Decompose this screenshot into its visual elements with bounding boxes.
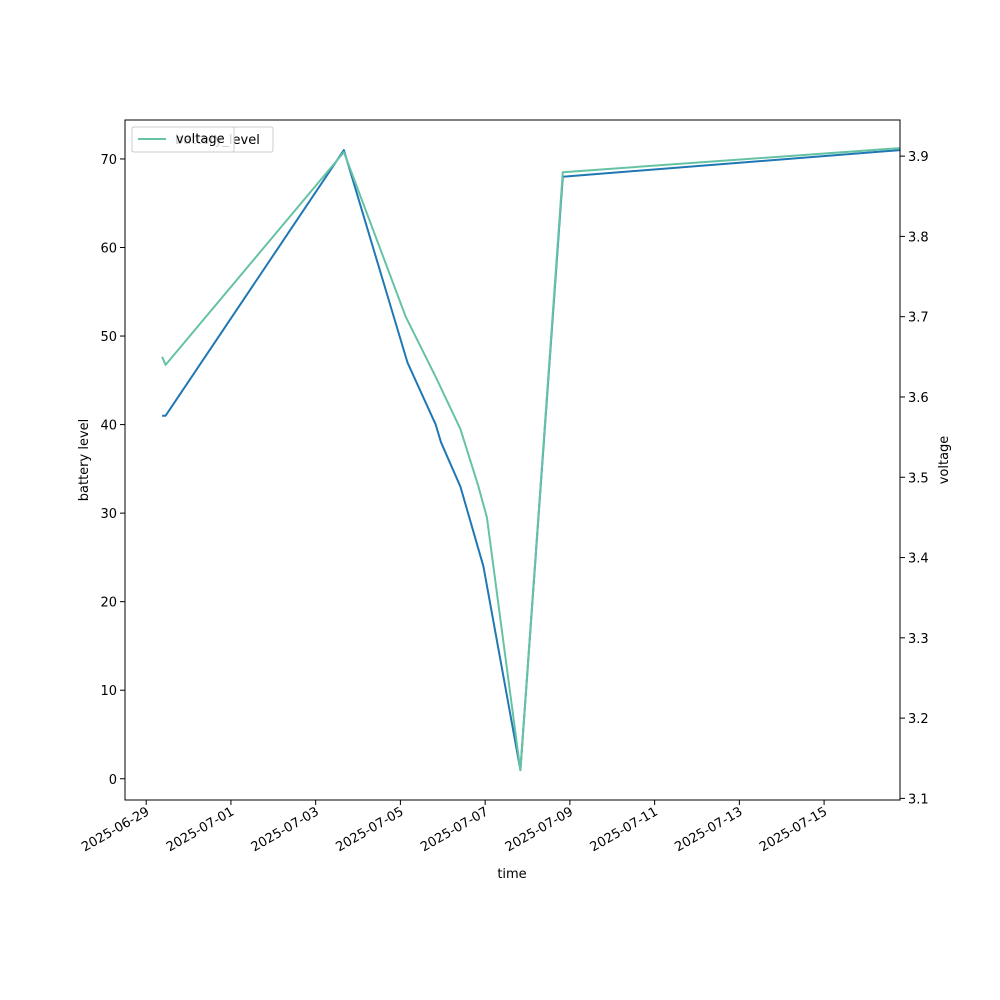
- y2-tick-label: 3.8: [908, 230, 929, 245]
- y-tick-label: 0: [109, 773, 117, 788]
- x-tick-label: 2025-07-15: [757, 804, 830, 855]
- legend-label-voltage: voltage: [176, 132, 225, 147]
- x-tick-label: 2025-07-11: [588, 804, 661, 855]
- y-tick-label: 60: [100, 242, 117, 257]
- y2-axis-label: voltage: [937, 436, 952, 485]
- plot-frame: [124, 119, 901, 801]
- legend: battery_level voltage: [131, 126, 274, 153]
- y-tick-label: 30: [100, 507, 117, 522]
- y2-tick-label: 3.5: [908, 471, 929, 486]
- y2-tick-label: 3.4: [908, 552, 929, 567]
- y-axis-ticks: 0 10 20 30 40 50 60 70: [100, 153, 125, 788]
- y-tick-label: 70: [100, 153, 117, 168]
- x-tick-label: 2025-07-13: [672, 804, 745, 855]
- x-tick-label: 2025-06-29: [79, 804, 152, 855]
- x-tick-label: 2025-07-05: [333, 804, 406, 855]
- series-line-voltage: [161, 147, 901, 772]
- x-axis-ticks: 2025-06-29 2025-07-01 2025-07-03 2025-07-05…: [79, 800, 830, 855]
- y-tick-label: 50: [100, 330, 117, 345]
- y2-tick-label: 3.9: [908, 150, 929, 165]
- legend-box-front: [131, 126, 235, 153]
- y2-tick-label: 3.7: [908, 311, 929, 326]
- y-tick-label: 40: [100, 419, 117, 434]
- x-axis-label: time: [497, 867, 526, 882]
- y-tick-label: 10: [100, 684, 117, 699]
- y-tick-label: 20: [100, 596, 117, 611]
- y2-axis-ticks: 3.1 3.2 3.3 3.4 3.5 3.6 3.7 3.8 3.9: [900, 150, 929, 807]
- y2-tick-label: 3.6: [908, 391, 929, 406]
- x-tick-label: 2025-07-09: [503, 804, 576, 855]
- series-layer: [161, 147, 901, 772]
- y2-tick-label: 3.2: [908, 712, 929, 727]
- y-axis-label: battery level: [77, 419, 92, 502]
- x-tick-label: 2025-07-01: [164, 804, 237, 855]
- x-tick-label: 2025-07-03: [249, 804, 322, 855]
- y2-tick-label: 3.3: [908, 632, 929, 647]
- x-tick-label: 2025-07-07: [418, 804, 491, 855]
- plot-area: [125, 120, 900, 800]
- y2-tick-label: 3.1: [908, 792, 929, 807]
